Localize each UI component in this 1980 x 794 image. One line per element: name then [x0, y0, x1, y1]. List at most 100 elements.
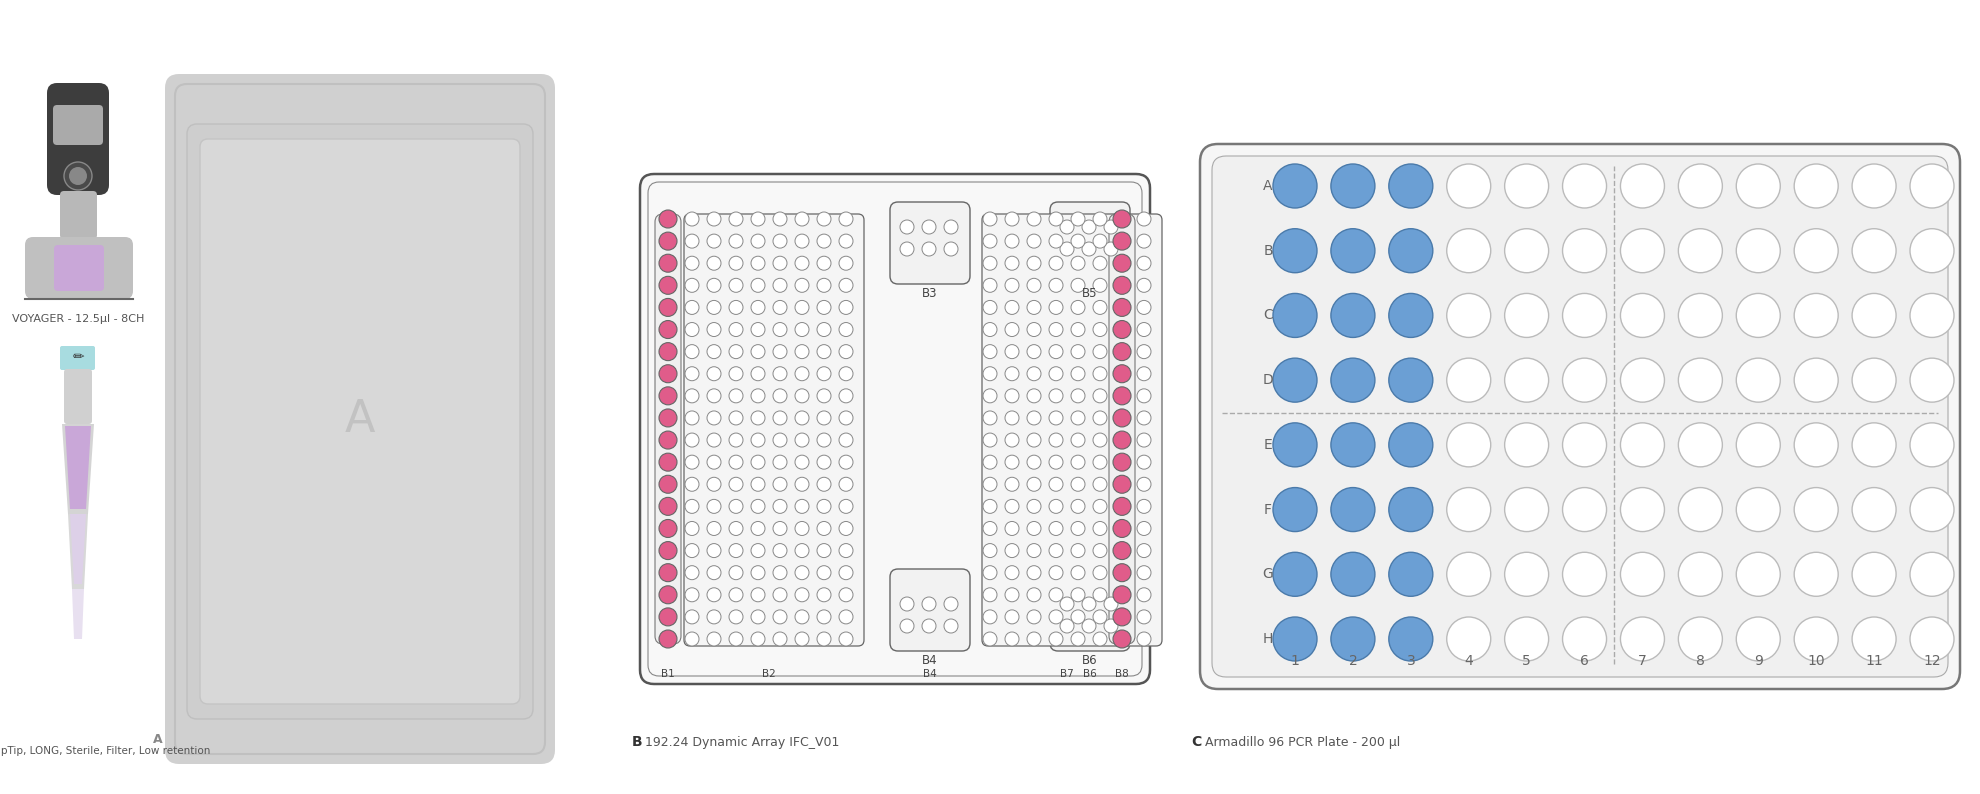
- Circle shape: [1049, 565, 1063, 580]
- Text: 4: 4: [1465, 654, 1473, 668]
- Circle shape: [982, 588, 998, 602]
- Circle shape: [772, 345, 786, 359]
- Circle shape: [840, 455, 853, 469]
- Circle shape: [1006, 212, 1020, 226]
- Text: H: H: [1263, 632, 1273, 646]
- Circle shape: [1562, 423, 1606, 467]
- Circle shape: [1006, 389, 1020, 403]
- Circle shape: [772, 455, 786, 469]
- Circle shape: [1105, 242, 1119, 256]
- Circle shape: [729, 367, 742, 381]
- Circle shape: [1137, 499, 1150, 514]
- Text: G: G: [1263, 567, 1273, 581]
- Circle shape: [1115, 212, 1129, 226]
- Circle shape: [1028, 256, 1041, 270]
- Circle shape: [1736, 164, 1780, 208]
- Circle shape: [1081, 619, 1097, 633]
- Circle shape: [1331, 294, 1374, 337]
- Circle shape: [818, 389, 832, 403]
- Text: Armadillo 96 PCR Plate - 200 μl: Armadillo 96 PCR Plate - 200 μl: [1206, 736, 1400, 749]
- FancyBboxPatch shape: [982, 214, 1162, 646]
- Circle shape: [750, 544, 764, 557]
- Circle shape: [729, 632, 742, 646]
- Circle shape: [1115, 234, 1129, 248]
- Circle shape: [1273, 229, 1317, 272]
- Circle shape: [1736, 294, 1780, 337]
- Circle shape: [818, 632, 832, 646]
- Text: D: D: [1263, 373, 1273, 387]
- Circle shape: [1049, 544, 1063, 557]
- Circle shape: [1562, 294, 1606, 337]
- Circle shape: [1028, 499, 1041, 514]
- FancyBboxPatch shape: [53, 105, 103, 145]
- Circle shape: [1331, 553, 1374, 596]
- Circle shape: [982, 300, 998, 314]
- Polygon shape: [67, 514, 87, 589]
- Circle shape: [1736, 423, 1780, 467]
- Circle shape: [1113, 608, 1131, 626]
- Circle shape: [1093, 345, 1107, 359]
- Circle shape: [796, 632, 810, 646]
- Circle shape: [982, 610, 998, 624]
- Circle shape: [1620, 229, 1665, 272]
- Text: 9: 9: [1754, 654, 1762, 668]
- Circle shape: [1028, 477, 1041, 491]
- Circle shape: [1113, 299, 1131, 317]
- Circle shape: [796, 279, 810, 292]
- Circle shape: [1113, 564, 1131, 582]
- Circle shape: [818, 212, 832, 226]
- Circle shape: [840, 345, 853, 359]
- Circle shape: [659, 586, 677, 603]
- Circle shape: [1113, 542, 1131, 560]
- Circle shape: [750, 588, 764, 602]
- Circle shape: [685, 345, 699, 359]
- Circle shape: [772, 322, 786, 337]
- Circle shape: [1093, 411, 1107, 425]
- Circle shape: [1006, 588, 1020, 602]
- Text: ✏: ✏: [71, 350, 83, 364]
- Circle shape: [772, 411, 786, 425]
- Text: F: F: [1263, 503, 1271, 517]
- Circle shape: [659, 431, 677, 449]
- Circle shape: [772, 588, 786, 602]
- Text: B7: B7: [1059, 669, 1073, 679]
- Circle shape: [750, 522, 764, 535]
- Circle shape: [1059, 619, 1073, 633]
- Circle shape: [1028, 433, 1041, 447]
- Circle shape: [729, 455, 742, 469]
- Circle shape: [1794, 488, 1837, 531]
- Circle shape: [707, 279, 721, 292]
- FancyBboxPatch shape: [59, 191, 97, 239]
- Circle shape: [1137, 588, 1150, 602]
- Circle shape: [1620, 553, 1665, 596]
- Circle shape: [1115, 433, 1129, 447]
- Circle shape: [1911, 423, 1954, 467]
- Text: C: C: [1263, 308, 1273, 322]
- Circle shape: [1273, 358, 1317, 402]
- Circle shape: [982, 433, 998, 447]
- Circle shape: [707, 411, 721, 425]
- FancyBboxPatch shape: [1212, 156, 1948, 677]
- Circle shape: [1679, 617, 1723, 661]
- Circle shape: [729, 565, 742, 580]
- Circle shape: [1049, 234, 1063, 248]
- FancyBboxPatch shape: [59, 346, 95, 370]
- Circle shape: [1006, 433, 1020, 447]
- Circle shape: [1071, 565, 1085, 580]
- Circle shape: [659, 542, 677, 560]
- Circle shape: [796, 499, 810, 514]
- Circle shape: [1273, 553, 1317, 596]
- Circle shape: [1505, 358, 1548, 402]
- Circle shape: [1115, 345, 1129, 359]
- Circle shape: [1028, 212, 1041, 226]
- Circle shape: [1028, 234, 1041, 248]
- Circle shape: [1505, 423, 1548, 467]
- Circle shape: [1049, 522, 1063, 535]
- Circle shape: [1006, 632, 1020, 646]
- Circle shape: [707, 389, 721, 403]
- Circle shape: [944, 597, 958, 611]
- FancyBboxPatch shape: [683, 214, 863, 646]
- Circle shape: [1006, 234, 1020, 248]
- Circle shape: [1851, 423, 1897, 467]
- FancyBboxPatch shape: [164, 74, 554, 764]
